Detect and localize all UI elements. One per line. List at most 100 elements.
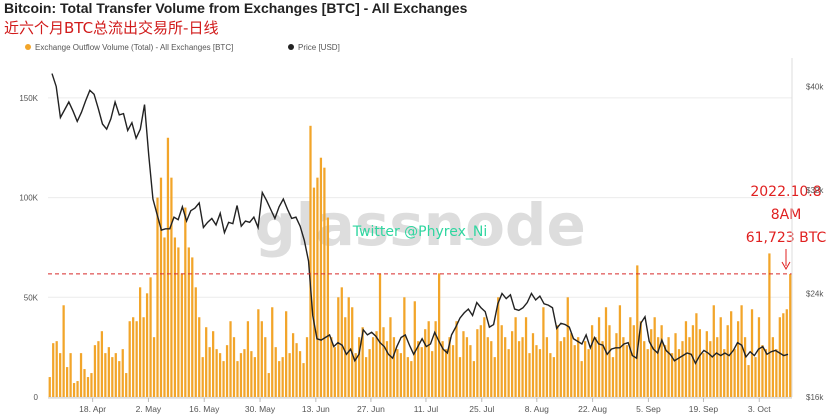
y-tick-right: $32k	[806, 186, 824, 195]
bar	[333, 347, 336, 397]
bar	[139, 287, 142, 397]
bar	[545, 337, 549, 397]
bar	[667, 337, 670, 397]
bar	[514, 317, 517, 397]
bar	[48, 377, 51, 397]
bar	[382, 327, 385, 397]
bar	[184, 207, 187, 397]
legend-price-swatch	[288, 44, 294, 50]
bar	[368, 349, 371, 397]
x-tick-label: 16. May	[189, 404, 220, 414]
bar	[250, 351, 253, 397]
bar	[590, 325, 594, 397]
bar	[121, 349, 124, 397]
bar	[389, 317, 392, 397]
x-axis: 18. Apr 2. May 16. May 30. May 13. Jun 27. Ju…	[48, 397, 792, 414]
bar	[62, 305, 65, 397]
bar	[198, 317, 201, 397]
bar	[507, 349, 510, 397]
bar	[695, 313, 698, 397]
bar	[451, 345, 455, 397]
bar	[212, 331, 215, 397]
bar	[225, 345, 229, 397]
bar	[159, 177, 163, 397]
bar	[396, 349, 399, 397]
annotation-arrow-head	[781, 261, 791, 271]
bar	[111, 357, 114, 397]
chart-title: Bitcoin: Total Transfer Volume from Exch…	[4, 0, 468, 16]
bar	[497, 297, 500, 397]
bar	[580, 361, 583, 397]
bar	[594, 337, 597, 397]
bar	[754, 357, 757, 397]
x-tick-label: 22. Aug	[578, 404, 607, 414]
bar	[761, 345, 764, 397]
bar	[340, 287, 343, 397]
bar	[215, 349, 218, 397]
bar	[403, 297, 406, 397]
bar	[427, 321, 430, 397]
bar	[688, 337, 691, 397]
bar	[511, 331, 514, 397]
bar	[177, 247, 180, 397]
legend: Exchange Outflow Volume (Total) - All Ex…	[25, 43, 340, 52]
bar	[125, 373, 128, 397]
bar	[702, 353, 705, 397]
bar	[218, 353, 222, 397]
bar	[768, 253, 771, 397]
bar	[243, 349, 246, 397]
y-tick-left: 50K	[24, 293, 39, 302]
bar	[531, 333, 535, 397]
bar	[636, 265, 639, 397]
bar	[364, 357, 368, 397]
y-tick-right: $16k	[806, 393, 824, 402]
bar	[504, 337, 507, 397]
bar	[100, 331, 104, 397]
bar	[347, 297, 350, 397]
bar	[691, 325, 695, 397]
x-tick-label: 19. Sep	[689, 404, 719, 414]
bar	[180, 273, 183, 397]
bar	[733, 349, 736, 397]
bar	[267, 373, 270, 397]
bar	[476, 329, 479, 397]
bar	[337, 297, 340, 397]
bar	[264, 337, 267, 397]
bar	[747, 365, 750, 397]
bar	[458, 357, 462, 397]
twitter-credit: Twitter @Phyrex_Ni	[352, 224, 487, 240]
bar	[128, 321, 131, 397]
bar	[271, 307, 274, 397]
x-tick-label: 2. May	[136, 404, 162, 414]
bar	[757, 317, 761, 397]
bar	[684, 321, 688, 397]
annotation-line-date: 2022.10.8	[750, 184, 821, 200]
bar	[643, 341, 646, 397]
bar	[736, 321, 740, 397]
bar	[406, 357, 409, 397]
bar	[566, 297, 569, 397]
bar	[653, 317, 656, 397]
bar	[455, 321, 458, 397]
bar	[187, 247, 190, 397]
x-tick-label: 3. Oct	[748, 404, 771, 414]
bar	[385, 341, 389, 397]
bar	[361, 327, 364, 397]
y-tick-left: 0	[34, 393, 39, 402]
annotation-line-volume: 61,723 BTC	[746, 230, 827, 246]
bar	[354, 353, 357, 397]
x-tick-label: 13. Jun	[302, 404, 330, 414]
bar	[490, 341, 493, 397]
bar	[236, 361, 239, 397]
bar	[608, 325, 611, 397]
bar	[618, 305, 622, 397]
y-axis-left: 0 50K 100K 150K	[19, 94, 38, 402]
bar	[486, 337, 489, 397]
bar	[222, 361, 225, 397]
bar	[493, 357, 496, 397]
bar	[705, 331, 708, 397]
bar	[444, 349, 448, 397]
bar	[118, 361, 121, 397]
price-line	[51, 73, 789, 365]
bar	[83, 369, 86, 397]
